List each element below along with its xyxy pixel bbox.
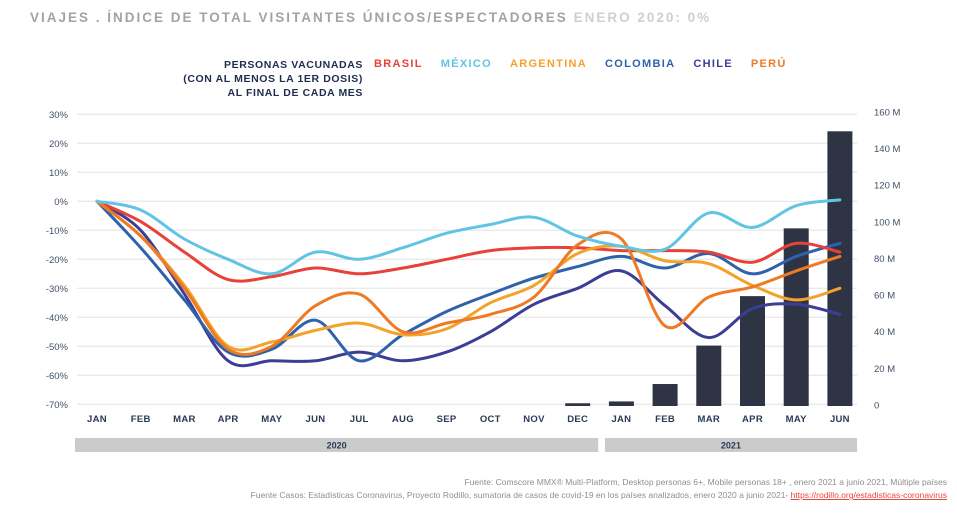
x-axis-month-label: OCT	[480, 414, 501, 425]
vaccinated-legend-line-2: (CON AL MENOS LA 1ER DOSIS)	[183, 73, 363, 85]
footer-sources: Fuente: Comscore MMX® Multi-Platform, De…	[251, 476, 947, 502]
x-axis-month-label: FEB	[655, 414, 675, 425]
x-axis-month-label: MAY	[261, 414, 283, 425]
x-axis-month-label: JUN	[306, 414, 326, 425]
footer-source-cases: Fuente Casos: Estadísticas Coronavirus, …	[251, 489, 947, 502]
vaccination-bar-feb-2021	[652, 384, 678, 406]
y-axis-right-tick-label: 80 M	[874, 254, 895, 265]
x-axis-month-label: JAN	[87, 414, 107, 425]
y-axis-left-tick-label: -30%	[46, 284, 69, 295]
series-line-perú	[95, 199, 842, 356]
y-axis-right-tick-label: 120 M	[874, 181, 900, 192]
country-legend: BRASIL MÉXICO ARGENTINA COLOMBIA CHILE PERÚ	[374, 58, 787, 70]
x-axis-month-label: MAR	[698, 414, 721, 425]
y-axis-right-tick-label: 60 M	[874, 291, 895, 302]
y-axis-right-tick-label: 100 M	[874, 217, 900, 228]
x-axis-month-label: DEC	[567, 414, 588, 425]
y-axis-left-tick-label: 0%	[54, 197, 68, 208]
y-axis-left-tick-label: 30%	[49, 110, 69, 121]
series-line-brasil	[95, 199, 842, 283]
x-axis-month-label: APR	[742, 414, 763, 425]
x-axis-month-label: AUG	[392, 414, 414, 425]
footer-source-comscore: Fuente: Comscore MMX® Multi-Platform, De…	[464, 477, 947, 487]
vaccination-bar-jun-2021	[827, 131, 853, 406]
legend-country-colombia: COLOMBIA	[605, 58, 676, 70]
series-line-chile	[95, 199, 842, 368]
vaccination-bar-jan-2021	[608, 401, 634, 406]
x-axis-month-label: FEB	[131, 414, 151, 425]
y-axis-left-tick-label: -20%	[46, 255, 69, 266]
y-axis-right-tick-label: 160 M	[874, 107, 900, 118]
year-band-label: 2021	[721, 441, 741, 451]
y-axis-left-tick-label: 20%	[49, 139, 69, 150]
footer-source-cases-text: Fuente Casos: Estadísticas Coronavirus, …	[250, 490, 791, 500]
page-title-baseline-note: ENERO 2020: 0%	[573, 10, 712, 25]
page-title: VIAJES . ÍNDICE DE TOTAL VISITANTES ÚNIC…	[30, 10, 711, 25]
vaccinated-legend-title: PERSONAS VACUNADAS (CON AL MENOS LA 1ER …	[128, 58, 363, 100]
legend-country-perú: PERÚ	[750, 58, 787, 70]
footer-source-link[interactable]: https://rodillo.org/estadisticas-coronav…	[790, 490, 947, 500]
y-axis-right-tick-label: 0	[874, 401, 879, 412]
page-title-main: VIAJES . ÍNDICE DE TOTAL VISITANTES ÚNIC…	[30, 10, 568, 25]
vaccination-bar-mar-2021	[696, 345, 722, 406]
x-axis-month-label: MAY	[786, 414, 808, 425]
x-axis-month-label: JUL	[350, 414, 369, 425]
year-band-2021	[604, 438, 857, 452]
y-axis-left-tick-label: -70%	[46, 400, 69, 411]
vaccinated-legend-line-3: AL FINAL DE CADA MES	[227, 87, 363, 99]
year-band-label: 2020	[327, 441, 347, 451]
series-line-méxico	[95, 198, 842, 276]
y-axis-right-tick-label: 40 M	[874, 327, 895, 338]
y-axis-left-tick-label: -10%	[46, 226, 69, 237]
y-axis-left-tick-label: -60%	[46, 371, 69, 382]
vaccination-bar-dec-2020	[565, 403, 591, 406]
x-axis-month-label: JAN	[611, 414, 631, 425]
x-axis-month-label: SEP	[437, 414, 457, 425]
legend-country-méxico: MÉXICO	[440, 58, 492, 70]
y-axis-right-tick-label: 140 M	[874, 144, 900, 155]
x-axis-month-label: JUN	[830, 414, 850, 425]
legend-country-brasil: BRASIL	[374, 58, 423, 70]
vaccinated-legend-line-1: PERSONAS VACUNADAS	[224, 59, 363, 71]
year-band-2020	[75, 438, 599, 452]
legend-country-argentina: ARGENTINA	[509, 58, 588, 70]
x-axis-month-label: NOV	[523, 414, 545, 425]
y-axis-left-tick-label: -40%	[46, 313, 69, 324]
x-axis-month-label: APR	[218, 414, 239, 425]
y-axis-left-tick-label: 10%	[49, 168, 69, 179]
y-axis-right-tick-label: 20 M	[874, 364, 895, 375]
legend-country-chile: CHILE	[693, 58, 733, 70]
x-axis-month-label: MAR	[173, 414, 196, 425]
y-axis-left-tick-label: -50%	[46, 342, 69, 353]
